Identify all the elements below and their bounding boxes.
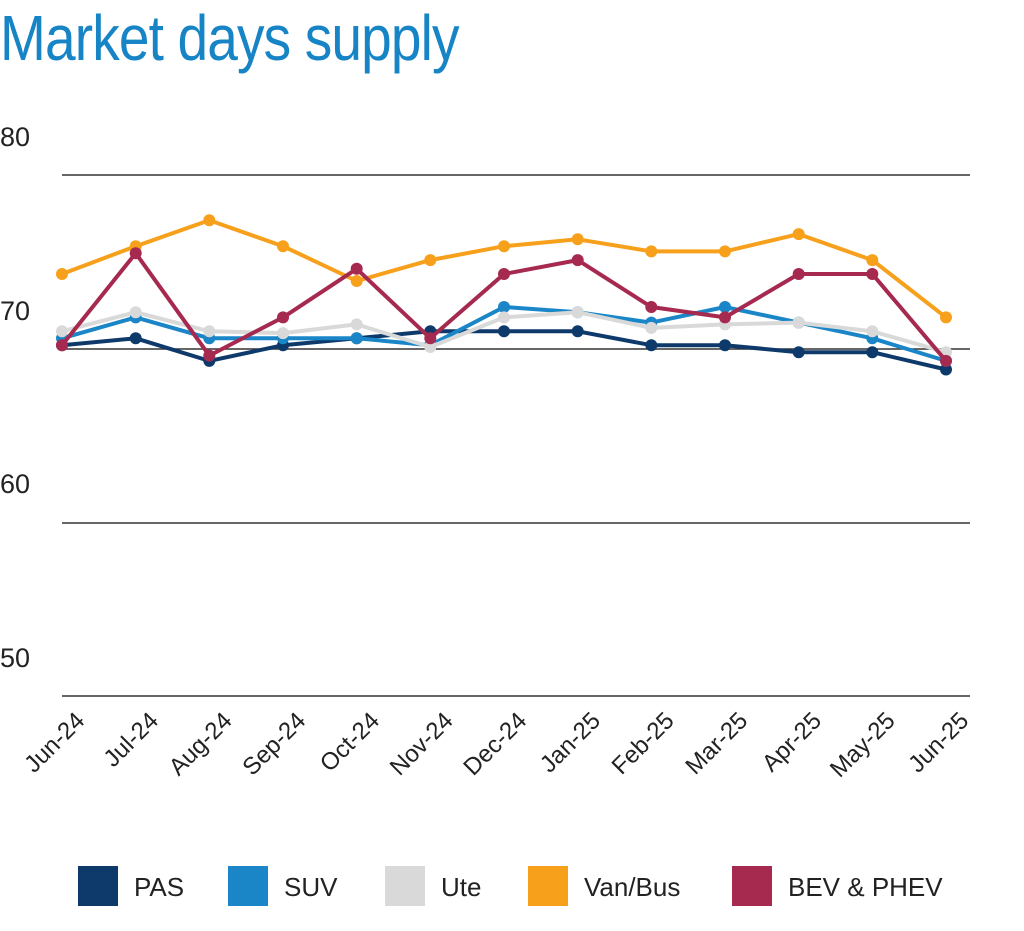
data-point	[719, 311, 731, 324]
legend-swatch	[228, 866, 268, 906]
legend-swatch	[528, 866, 568, 906]
chart-title: Market days supply	[0, 2, 460, 74]
legend-swatch	[78, 866, 118, 906]
data-point	[203, 349, 216, 362]
x-tick-label: Aug-24	[164, 707, 238, 781]
x-tick-label: Nov-24	[385, 707, 459, 781]
y-tick-label: 70	[0, 296, 30, 326]
data-point	[277, 311, 289, 324]
legend-swatch	[385, 866, 425, 906]
data-point	[719, 339, 731, 352]
data-point	[424, 254, 437, 267]
data-point	[498, 240, 510, 253]
legend-item: Ute	[385, 866, 481, 906]
data-point	[645, 321, 658, 334]
data-point	[645, 301, 658, 313]
legend-label: Van/Bus	[584, 872, 680, 902]
data-point	[203, 214, 216, 227]
data-point	[866, 346, 879, 359]
x-tick-label: Jan-25	[535, 707, 606, 778]
x-tick-label: Jun-25	[903, 707, 974, 778]
x-tick-label: Feb-25	[607, 707, 680, 780]
data-point	[129, 247, 142, 260]
x-axis-ticks: Jun-24 Jul-24 Aug-24 Sep-24 Oct-24 Nov-24 Dec-…	[19, 707, 974, 783]
data-point	[792, 228, 805, 241]
y-tick-label: 60	[0, 469, 30, 499]
data-point	[424, 341, 437, 353]
data-point	[571, 306, 584, 319]
x-tick-label: Oct-24	[315, 707, 385, 777]
legend-item: Van/Bus	[528, 866, 680, 906]
data-point	[498, 268, 510, 280]
data-point	[203, 325, 216, 338]
legend-item: BEV & PHEV	[732, 866, 943, 906]
data-point	[350, 332, 363, 345]
data-point	[56, 268, 68, 280]
y-tick-label: 50	[0, 643, 30, 673]
data-point	[792, 316, 805, 329]
legend-label: SUV	[284, 872, 338, 902]
data-point	[866, 268, 879, 280]
data-point	[866, 325, 879, 338]
data-point	[940, 363, 952, 376]
x-tick-label: Dec-24	[458, 707, 532, 781]
data-point	[645, 245, 658, 258]
x-tick-label: Mar-25	[680, 707, 753, 780]
data-point	[792, 346, 805, 359]
legend-item: PAS	[78, 866, 184, 906]
series-van-bus	[56, 214, 952, 324]
data-point	[645, 339, 658, 352]
data-point	[350, 275, 363, 287]
data-point	[571, 233, 584, 246]
data-point	[129, 332, 142, 345]
data-point	[719, 301, 731, 313]
data-point	[571, 325, 584, 338]
data-point	[129, 306, 142, 319]
data-point	[424, 332, 437, 345]
data-point	[56, 325, 68, 338]
data-point	[498, 311, 510, 324]
data-point	[792, 268, 805, 280]
data-point	[940, 354, 952, 367]
data-point	[277, 240, 289, 253]
data-point	[719, 245, 731, 258]
y-tick-label: 80	[0, 122, 30, 152]
data-point	[350, 262, 363, 275]
x-tick-label: Jul-24	[99, 707, 164, 772]
x-tick-label: May-25	[825, 707, 901, 783]
gridlines	[62, 174, 970, 697]
data-point	[866, 254, 879, 267]
legend-label: PAS	[134, 872, 184, 902]
data-point	[56, 339, 68, 352]
data-point	[277, 327, 289, 340]
x-tick-label: Sep-24	[237, 707, 311, 781]
y-axis-ticks: 80 70 60 50	[0, 122, 30, 673]
data-point	[571, 254, 584, 267]
data-point	[498, 301, 510, 313]
legend-label: BEV & PHEV	[788, 872, 943, 902]
legend: PAS SUV Ute Van/Bus BEV & PHEV	[78, 866, 943, 906]
data-point	[350, 318, 363, 331]
legend-swatch	[732, 866, 772, 906]
legend-item: SUV	[228, 866, 338, 906]
series-lines	[56, 214, 952, 376]
data-point	[940, 311, 952, 324]
series-bev-phev	[56, 247, 952, 367]
x-tick-label: Apr-25	[757, 707, 827, 777]
data-point	[498, 325, 510, 338]
x-tick-label: Jun-24	[19, 707, 90, 778]
legend-label: Ute	[441, 872, 481, 902]
